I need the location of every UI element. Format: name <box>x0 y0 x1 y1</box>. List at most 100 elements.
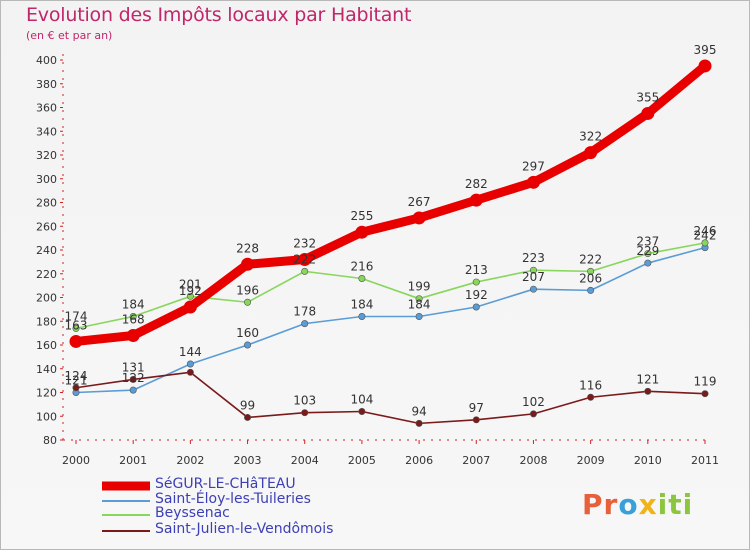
y-tick-label: 140 <box>36 363 57 376</box>
logo-part-3: x <box>638 488 658 521</box>
data-label: 184 <box>122 298 145 312</box>
data-point <box>358 407 366 415</box>
data-label: 124 <box>65 369 88 383</box>
data-label: 255 <box>350 209 373 223</box>
data-label: 228 <box>236 241 259 255</box>
legend-swatch <box>102 500 150 502</box>
data-label: 94 <box>411 404 426 418</box>
data-label: 121 <box>636 372 659 386</box>
x-tick-label: 2006 <box>405 454 433 467</box>
data-point <box>529 410 537 418</box>
y-tick-label: 120 <box>36 387 57 400</box>
data-point <box>186 360 194 368</box>
series-line <box>75 242 706 330</box>
data-point <box>526 175 540 189</box>
data-label: 282 <box>465 177 488 191</box>
data-label: 163 <box>65 318 88 332</box>
data-point <box>587 267 595 275</box>
x-tick-label: 2005 <box>348 454 376 467</box>
data-point <box>183 300 197 314</box>
data-label: 242 <box>694 229 717 243</box>
x-tick-label: 2007 <box>462 454 490 467</box>
data-point <box>701 239 709 247</box>
data-label: 168 <box>122 313 145 327</box>
data-point <box>129 386 137 394</box>
x-tick-label: 2011 <box>691 454 719 467</box>
data-label: 322 <box>579 130 602 144</box>
data-label: 196 <box>236 283 259 297</box>
series-line <box>75 246 706 394</box>
data-label: 184 <box>408 298 431 312</box>
x-tick-label: 2008 <box>519 454 547 467</box>
x-tick-label: 2010 <box>634 454 662 467</box>
data-label: 229 <box>636 244 659 258</box>
data-point <box>301 267 309 275</box>
y-tick-label: 360 <box>36 102 57 115</box>
chart-subtitle: (en € et par an) <box>26 29 113 42</box>
data-label: 192 <box>179 284 202 298</box>
data-label: 122 <box>122 371 145 385</box>
data-point <box>358 274 366 282</box>
data-point <box>698 59 712 73</box>
series-line <box>75 371 706 425</box>
y-tick-label: 100 <box>36 410 57 423</box>
data-point <box>472 278 480 286</box>
data-point <box>587 286 595 294</box>
y-tick-label: 320 <box>36 149 57 162</box>
legend-label: SéGUR-LE-CHâTEAU <box>155 476 296 492</box>
data-label: 103 <box>293 394 316 408</box>
data-label: 178 <box>293 305 316 319</box>
data-label: 199 <box>408 280 431 294</box>
data-point <box>72 384 80 392</box>
data-label: 102 <box>522 395 545 409</box>
y-tick-label: 260 <box>36 220 57 233</box>
data-label: 131 <box>122 360 145 374</box>
x-tick-label: 2003 <box>234 454 262 467</box>
x-tick-label: 2000 <box>62 454 90 467</box>
chart-title: Evolution des Impôts locaux par Habitant <box>26 4 412 26</box>
data-label: 104 <box>350 393 373 407</box>
data-point <box>129 375 137 383</box>
legend-label: Beyssenac <box>155 505 230 521</box>
y-tick-label: 160 <box>36 339 57 352</box>
data-label: 192 <box>465 288 488 302</box>
series-line <box>71 61 710 346</box>
y-tick-label: 380 <box>36 78 57 91</box>
legend-label: Saint-Éloy-les-Tuileries <box>155 491 311 507</box>
data-point <box>584 146 598 160</box>
y-tick-label: 220 <box>36 268 57 281</box>
data-label: 119 <box>694 375 717 389</box>
data-label: 99 <box>240 398 255 412</box>
y-tick-label: 180 <box>36 315 57 328</box>
proxiti-logo: Proxiti <box>582 488 693 521</box>
logo-part-2: o <box>618 488 639 521</box>
data-label: 174 <box>65 309 88 323</box>
data-label: 216 <box>350 260 373 274</box>
data-point <box>587 393 595 401</box>
data-point <box>412 211 426 225</box>
data-point <box>244 298 252 306</box>
data-label: 222 <box>579 252 602 266</box>
data-point <box>641 106 655 120</box>
data-point <box>529 285 537 293</box>
data-point <box>415 312 423 320</box>
data-point <box>301 409 309 417</box>
data-label: 223 <box>522 251 545 265</box>
data-label: 144 <box>179 345 202 359</box>
y-tick-label: 200 <box>36 292 57 305</box>
data-label: 201 <box>179 277 202 291</box>
data-label: 184 <box>350 298 373 312</box>
data-label: 97 <box>469 401 484 415</box>
data-point <box>241 257 255 271</box>
data-point <box>72 324 80 332</box>
data-point <box>472 303 480 311</box>
data-label: 160 <box>236 326 259 340</box>
y-tick-label: 80 <box>43 434 57 447</box>
data-point <box>126 329 140 342</box>
data-point <box>472 416 480 424</box>
data-point <box>415 419 423 427</box>
data-label: 207 <box>522 270 545 284</box>
data-point <box>244 341 252 349</box>
